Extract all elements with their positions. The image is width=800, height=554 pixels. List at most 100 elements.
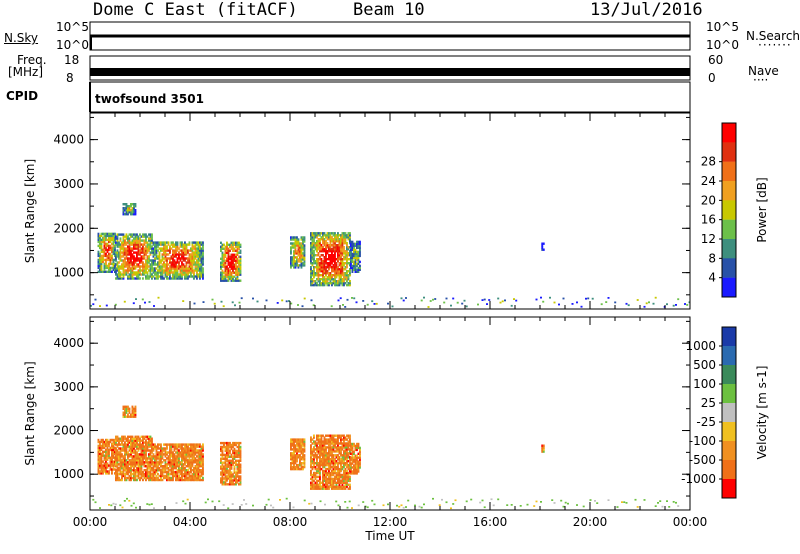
echo-cell [134, 257, 137, 260]
echo-cell [105, 246, 107, 250]
noise-cell [373, 503, 376, 506]
echo-cell [193, 263, 195, 266]
echo-cell [158, 267, 161, 270]
echo-cell [542, 450, 545, 453]
echo-cell [316, 458, 318, 461]
echo-cell [227, 449, 230, 453]
echo-cell [313, 252, 315, 255]
echo-cell [182, 245, 185, 248]
echo-cell [106, 232, 109, 236]
echo-cell [134, 478, 137, 482]
echo-cell [325, 236, 327, 239]
echo-cell [124, 265, 126, 268]
echo-cell [125, 451, 128, 454]
echo-cell [116, 461, 119, 464]
echo-cell [193, 461, 195, 464]
echo-cell [349, 436, 351, 439]
echo-cell [224, 261, 227, 264]
echo-cell [170, 257, 173, 260]
echo-cell [200, 243, 203, 246]
echo-cell [328, 487, 330, 490]
noise-cell [519, 505, 522, 507]
echo-cell [200, 451, 203, 454]
echo-cell [226, 467, 228, 470]
echo-cell [170, 470, 173, 474]
echo-cell [169, 463, 171, 466]
echo-cell [296, 236, 298, 239]
echo-cell [338, 283, 341, 287]
echo-cell [341, 268, 344, 271]
echo-cell [221, 457, 224, 460]
echo-cell [155, 271, 158, 274]
echo-cell [233, 241, 236, 244]
echo-cell [100, 250, 103, 254]
echo-cell [116, 437, 119, 440]
echo-cell [320, 232, 323, 235]
echo-cell [320, 448, 323, 451]
echo-cell [320, 282, 323, 285]
colorbar-frame [721, 122, 737, 298]
echo-cell [158, 469, 161, 472]
echo-cell [302, 258, 304, 261]
echo-cell [103, 258, 106, 262]
echo-cell [294, 248, 297, 251]
echo-cell [337, 454, 339, 457]
noise-cell [481, 499, 484, 502]
echo-cell [169, 451, 171, 454]
echo-cell [163, 243, 165, 246]
echo-cell [99, 472, 101, 475]
echo-cell [331, 485, 333, 488]
echo-cell [121, 437, 123, 440]
echo-cell [320, 458, 323, 461]
echo-cell [182, 255, 185, 258]
echo-cell [148, 472, 150, 476]
echo-cell [314, 475, 317, 479]
echo-cell [349, 458, 351, 461]
echo-cell [310, 266, 312, 269]
echo-cell [179, 253, 182, 256]
echo-cell [322, 475, 324, 479]
echo-cell [341, 438, 344, 441]
echo-cell [320, 278, 323, 281]
echo-cell [354, 444, 357, 448]
echo-cell [103, 232, 106, 236]
echo-cell [350, 468, 352, 471]
echo-cell [178, 251, 180, 254]
echo-cell [349, 270, 351, 273]
echo-cell [116, 478, 119, 482]
noise-cell [499, 301, 502, 304]
noise-cell [110, 504, 113, 507]
echo-cell [349, 483, 351, 486]
echo-cell [151, 476, 153, 480]
echo-cell [323, 448, 326, 451]
noise-cell [207, 498, 209, 501]
echo-cell [346, 236, 348, 239]
noise-cell [310, 502, 313, 505]
nsky-label: N.Sky [4, 31, 39, 45]
echo-cell [353, 244, 355, 248]
echo-cell [346, 458, 348, 461]
echo-cell [290, 465, 292, 469]
echo-cell [302, 254, 304, 257]
echo-cell [314, 471, 317, 475]
echo-cell [238, 441, 240, 445]
echo-cell [226, 245, 228, 248]
echo-cell [169, 469, 171, 472]
echo-cell [127, 463, 129, 466]
echo-cell [106, 442, 109, 446]
echo-cell [302, 465, 304, 469]
echo-cell [184, 259, 186, 262]
echo-cell [134, 463, 137, 466]
noise-cell [636, 299, 639, 301]
echo-cell [236, 261, 239, 264]
noise-cell [677, 505, 680, 507]
echo-cell [100, 234, 103, 238]
echo-cell [294, 240, 297, 243]
echo-cell [319, 270, 321, 273]
echo-cell [227, 259, 230, 262]
echo-cell [343, 481, 345, 484]
echo-cell [341, 272, 344, 275]
echo-cell [328, 450, 330, 453]
echo-cell [334, 454, 336, 457]
echo-cell [157, 472, 159, 476]
